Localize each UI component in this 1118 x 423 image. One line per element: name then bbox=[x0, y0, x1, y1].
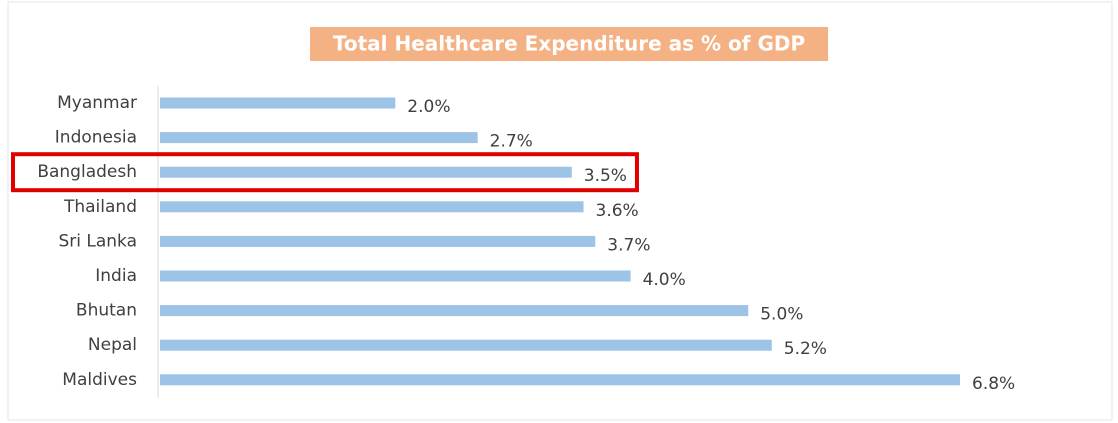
bar bbox=[160, 339, 772, 351]
data-label: 5.0% bbox=[760, 305, 803, 325]
bar bbox=[160, 235, 596, 247]
bar bbox=[160, 374, 960, 386]
data-label: 6.8% bbox=[972, 374, 1015, 394]
bar bbox=[160, 132, 478, 144]
data-label: 5.2% bbox=[784, 339, 827, 359]
bar bbox=[160, 270, 631, 282]
chart-title: Total Healthcare Expenditure as % of GDP bbox=[333, 32, 805, 56]
bar bbox=[160, 305, 749, 317]
data-label: 3.5% bbox=[584, 166, 627, 186]
y-tick-label: Sri Lanka bbox=[58, 231, 137, 251]
y-tick-label: Bangladesh bbox=[37, 162, 137, 182]
y-tick-label: India bbox=[95, 266, 137, 286]
y-tick-label: Bhutan bbox=[76, 301, 137, 321]
data-label: 3.6% bbox=[596, 201, 639, 221]
bar bbox=[160, 201, 584, 213]
data-label: 2.7% bbox=[490, 132, 533, 152]
data-label: 2.0% bbox=[407, 97, 450, 117]
y-tick-label: Myanmar bbox=[57, 93, 137, 113]
data-label: 3.7% bbox=[607, 235, 650, 255]
y-tick-label: Thailand bbox=[63, 197, 137, 217]
y-tick-label: Indonesia bbox=[55, 128, 137, 148]
title-background bbox=[310, 27, 828, 61]
y-tick-label: Maldives bbox=[62, 370, 137, 390]
highlight-box bbox=[11, 152, 639, 193]
bar bbox=[160, 97, 396, 109]
y-tick-label: Nepal bbox=[88, 335, 137, 355]
bar bbox=[160, 166, 572, 178]
data-label: 4.0% bbox=[643, 270, 686, 290]
